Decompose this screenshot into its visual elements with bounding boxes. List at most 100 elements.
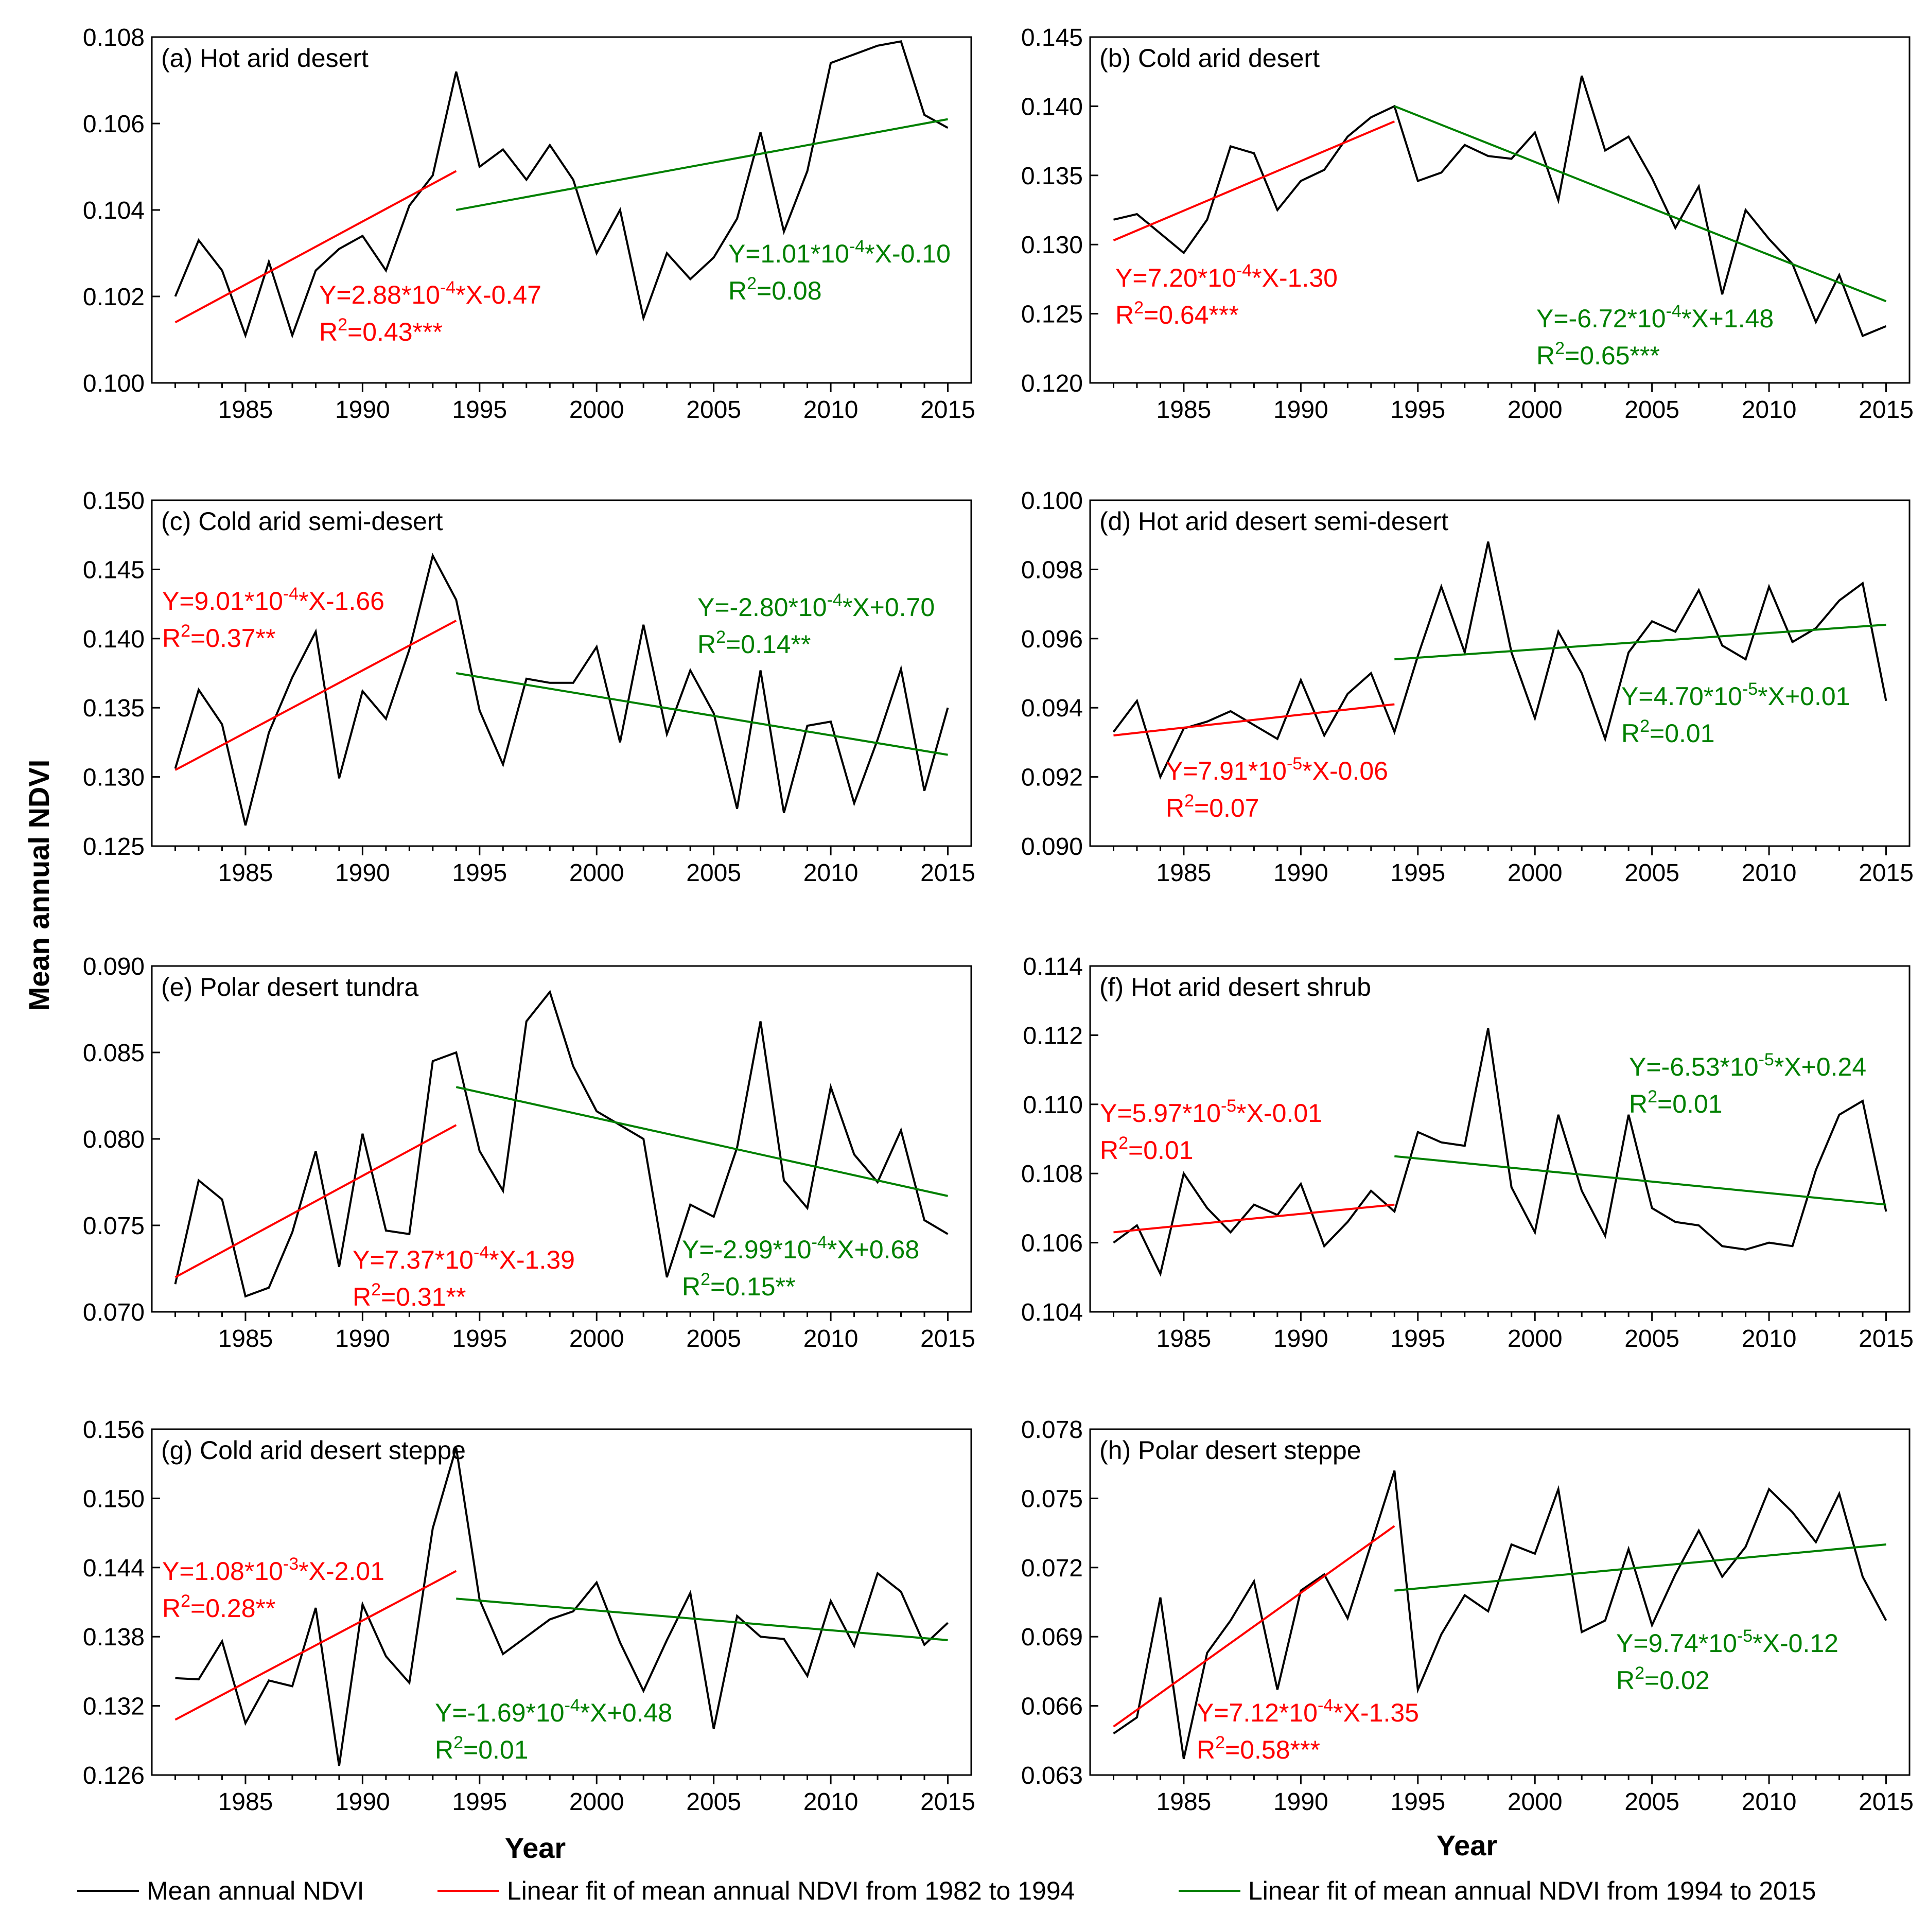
x-tick-label: 1990 <box>1273 1788 1328 1816</box>
fit-line-1994-2015 <box>1394 623 1886 661</box>
x-axis-title-right: Year <box>1437 1829 1497 1861</box>
panel-frame <box>1089 1428 1911 1776</box>
y-tick-label: 0.125 <box>1021 301 1083 328</box>
y-tick-label: 0.108 <box>1021 1161 1083 1188</box>
legend-label-ndvi: Mean annual NDVI <box>147 1876 364 1905</box>
fit2-equation: Y=-2.99*10-4*X+0.68 <box>682 1233 919 1264</box>
panel-d: 0.090 0.092 0.094 0.096 0.098 0.100 1985 1990 19… <box>1021 487 1914 887</box>
fit-line-1982-1994 <box>174 1570 457 1721</box>
x-tick-label: 2010 <box>1742 1325 1797 1353</box>
ndvi-series-line <box>1113 1470 1887 1760</box>
panel-g: 0.126 0.132 0.138 0.144 0.150 0.156 1985 1990 19… <box>83 1416 975 1816</box>
x-tick-label: 2005 <box>1624 859 1679 887</box>
y-axis-title: Mean annual NDVI <box>23 760 55 1011</box>
x-tick-label: 1985 <box>1157 396 1212 424</box>
y-tick-label: 0.130 <box>83 764 145 792</box>
fit-line-1982-1994 <box>1113 703 1395 736</box>
y-tick-label: 0.100 <box>1021 487 1083 515</box>
fit1-equation: Y=7.91*10-5*X-0.06 <box>1166 754 1388 785</box>
fit-line-1994-2015 <box>1394 105 1887 303</box>
fit1-r2: R2=0.31** <box>353 1280 466 1311</box>
x-tick-label: 1990 <box>335 1325 390 1353</box>
ndvi-series-line <box>1113 75 1887 338</box>
panel-title: (c) Cold arid semi-desert <box>161 507 443 536</box>
fit1-equation: Y=7.12*10-4*X-1.35 <box>1197 1696 1419 1727</box>
x-tick-label: 2010 <box>803 396 859 424</box>
y-tick-label: 0.120 <box>1021 370 1083 397</box>
x-tick-label: 1985 <box>1157 1325 1212 1353</box>
legend-label-fit2: Linear fit of mean annual NDVI from 1994… <box>1248 1876 1816 1905</box>
y-tick-label: 0.098 <box>1021 556 1083 584</box>
y-tick-label: 0.104 <box>1021 1299 1083 1326</box>
y-tick-label: 0.069 <box>1021 1624 1083 1651</box>
fit2-equation: Y=-1.69*10-4*X+0.48 <box>435 1696 672 1727</box>
panel-e: 0.070 0.075 0.080 0.085 0.090 1985 1990 1995 200… <box>83 953 975 1353</box>
fit-line-1982-1994 <box>1113 1525 1395 1728</box>
x-tick-label: 1985 <box>218 1788 273 1816</box>
x-tick-label: 2000 <box>1508 859 1563 887</box>
x-tick-label: 1990 <box>335 396 390 424</box>
y-tick-label: 0.144 <box>83 1555 145 1582</box>
fit-line-1982-1994 <box>1113 1203 1395 1234</box>
x-tick-label: 2010 <box>803 1325 859 1353</box>
y-tick-label: 0.132 <box>83 1693 145 1720</box>
panel-title: (f) Hot arid desert shrub <box>1099 973 1371 1002</box>
fit2-r2: R2=0.15** <box>682 1270 795 1301</box>
x-tick-label: 2015 <box>920 859 975 887</box>
fit1-r2: R2=0.37** <box>162 621 275 653</box>
fit2-equation: Y=4.70*10-5*X+0.01 <box>1621 679 1850 711</box>
fit1-equation: Y=5.97*10-5*X-0.01 <box>1100 1096 1322 1128</box>
panel-title: (e) Polar desert tundra <box>161 973 418 1002</box>
panel-frame <box>1089 499 1911 847</box>
y-tick-label: 0.066 <box>1021 1693 1083 1720</box>
ndvi-series-line <box>174 40 949 339</box>
fit1-r2: R2=0.64*** <box>1115 298 1239 329</box>
fit-line-1994-2015 <box>456 1597 948 1641</box>
panel-title: (h) Polar desert steppe <box>1099 1436 1361 1465</box>
x-tick-label: 2005 <box>686 396 741 424</box>
x-tick-label: 1995 <box>452 396 507 424</box>
fit1-equation: Y=7.37*10-4*X-1.39 <box>353 1243 575 1274</box>
ndvi-series-line <box>174 552 949 826</box>
y-tick-label: 0.104 <box>83 197 145 224</box>
y-tick-label: 0.140 <box>83 626 145 653</box>
y-tick-label: 0.150 <box>83 487 145 515</box>
x-tick-label: 2010 <box>803 859 859 887</box>
x-tick-label: 2005 <box>686 1788 741 1816</box>
fit1-equation: Y=1.08*10-3*X-2.01 <box>162 1554 384 1586</box>
x-tick-label: 2015 <box>1859 1325 1914 1353</box>
fit-line-1982-1994 <box>174 1124 457 1278</box>
panel-title: (d) Hot arid desert semi-desert <box>1099 507 1448 536</box>
y-tick-label: 0.090 <box>1021 833 1083 860</box>
x-tick-label: 1985 <box>218 396 273 424</box>
fit2-equation: Y=9.74*10-5*X-0.12 <box>1616 1626 1838 1658</box>
fit1-equation: Y=7.20*10-4*X-1.30 <box>1115 261 1338 292</box>
x-tick-label: 1995 <box>452 1788 507 1816</box>
x-tick-label: 2010 <box>1742 396 1797 424</box>
fit2-equation: Y=-2.80*10-4*X+0.70 <box>697 590 935 622</box>
x-tick-label: 2005 <box>686 1325 741 1353</box>
x-tick-label: 1995 <box>1390 859 1445 887</box>
x-tick-label: 1985 <box>1157 1788 1212 1816</box>
y-tick-label: 0.080 <box>83 1126 145 1153</box>
fit2-equation: Y=1.01*10-4*X-0.10 <box>728 237 951 268</box>
y-tick-label: 0.096 <box>1021 626 1083 653</box>
fit-line-1982-1994 <box>1113 120 1395 241</box>
y-tick-label: 0.072 <box>1021 1555 1083 1582</box>
y-tick-label: 0.110 <box>1023 1092 1083 1119</box>
fit2-equation: Y=-6.53*10-5*X+0.24 <box>1629 1050 1866 1081</box>
fit2-r2: R2=0.01 <box>435 1733 529 1764</box>
panel-frame <box>151 1428 972 1776</box>
x-tick-label: 1995 <box>1390 1325 1445 1353</box>
fit1-r2: R2=0.58*** <box>1197 1733 1320 1764</box>
fit1-equation: Y=9.01*10-4*X-1.66 <box>162 584 384 616</box>
x-tick-label: 2000 <box>1508 1788 1563 1816</box>
fit-line-1994-2015 <box>456 118 948 211</box>
x-tick-label: 2005 <box>686 859 741 887</box>
ndvi-series-line <box>174 990 949 1298</box>
ndvi-series-line <box>175 1447 949 1766</box>
x-tick-label: 1990 <box>1273 1325 1328 1353</box>
y-tick-label: 0.063 <box>1021 1762 1083 1789</box>
